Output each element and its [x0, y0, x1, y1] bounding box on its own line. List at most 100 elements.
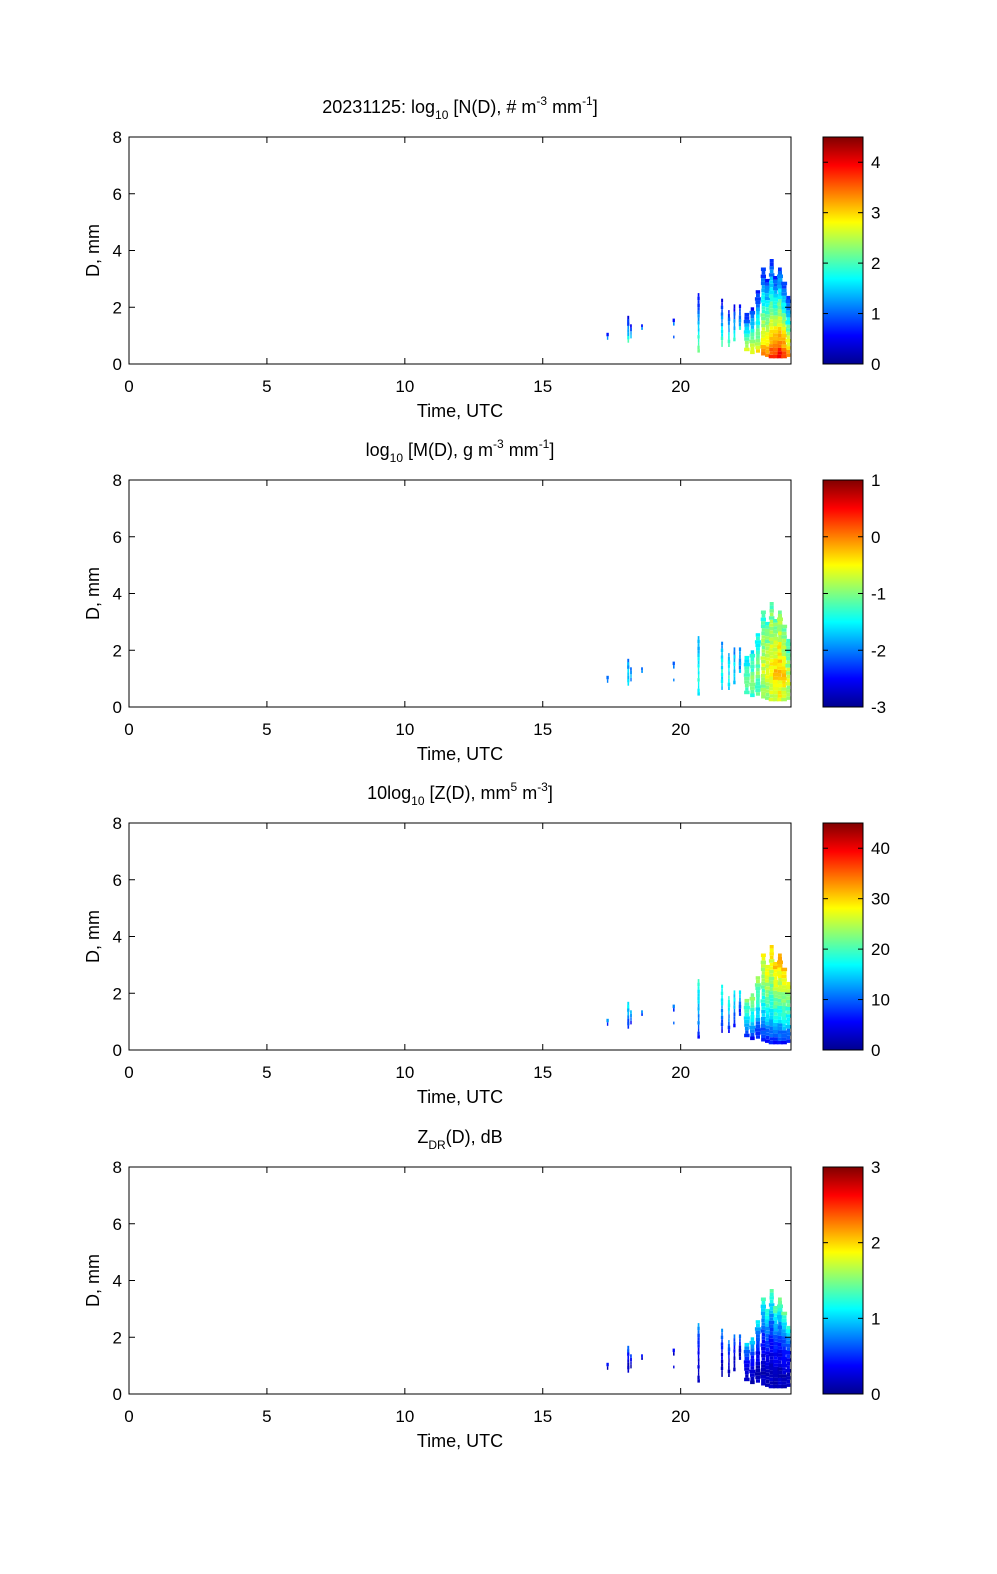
heatmap-cell: [786, 1358, 791, 1362]
heatmap-cell: [738, 647, 742, 651]
heatmap-cell: [728, 1340, 730, 1344]
heatmap-cell: [754, 983, 761, 987]
heatmap-cell: [777, 690, 783, 695]
heatmap-cell: [761, 1318, 766, 1323]
heatmap-cell: [627, 332, 630, 336]
heatmap-cell: [786, 1039, 791, 1043]
heatmap-cell: [750, 1376, 755, 1381]
heatmap-cell: [777, 295, 783, 299]
heatmap-cell: [721, 1019, 724, 1023]
heatmap-cell: [744, 1012, 750, 1017]
heatmap-cell: [769, 1001, 774, 1006]
heatmap-cell: [778, 642, 782, 646]
heatmap-cell: [781, 1013, 787, 1017]
heatmap-cell: [721, 1356, 723, 1360]
colorbar: 0 10 20 30 40: [822, 822, 890, 1060]
heatmap-cell: [786, 660, 790, 664]
heatmap-cell: [760, 960, 766, 965]
heatmap-cell: [769, 1342, 774, 1346]
heatmap-cell: [728, 343, 730, 347]
heatmap-cell: [782, 1325, 787, 1330]
heatmap-cell: [786, 353, 791, 357]
heatmap-cell: [743, 1349, 750, 1354]
heatmap-cell: [697, 685, 700, 689]
heatmap-cell: [773, 965, 779, 970]
heatmap-cell: [761, 957, 766, 961]
heatmap-cell: [768, 959, 775, 963]
colorbar-tick-label: -1: [871, 585, 886, 604]
heatmap-cell: [721, 1363, 724, 1367]
heatmap-cell: [761, 614, 766, 618]
heatmap-cell: [786, 674, 790, 679]
heatmap-cell: [769, 1331, 774, 1336]
heatmap-cell: [720, 998, 724, 1002]
heatmap-cell: [777, 337, 783, 341]
heatmap-cell: [773, 351, 779, 355]
heatmap-cell: [786, 685, 790, 690]
heatmap-cell: [745, 687, 749, 691]
heatmap-cell: [773, 1316, 779, 1321]
heatmap-cell: [727, 313, 730, 318]
heatmap-cell: [697, 1340, 700, 1345]
heatmap-cell: [786, 303, 791, 307]
heatmap-cell: [760, 624, 766, 629]
heatmap-cell: [782, 1367, 786, 1371]
heatmap-cell: [721, 995, 723, 999]
heatmap-cell: [769, 644, 774, 649]
heatmap-cell: [786, 1032, 791, 1036]
heatmap-cell: [744, 690, 750, 695]
heatmap-cell: [777, 1384, 783, 1389]
heatmap-cell: [781, 974, 787, 979]
heatmap-cell: [765, 1007, 770, 1011]
heatmap-cell: [786, 335, 790, 339]
heatmap-cell: [697, 688, 700, 693]
heatmap-cell: [697, 349, 700, 353]
heatmap-cell: [760, 1023, 766, 1028]
heatmap-cell: [721, 1339, 723, 1343]
heatmap-cell: [750, 689, 755, 694]
heatmap-cell: [727, 1369, 731, 1374]
heatmap-cell: [756, 993, 760, 998]
heatmap-cell: [782, 316, 786, 320]
heatmap-cell: [760, 680, 766, 685]
y-axis-label: D, mm: [83, 1254, 103, 1307]
colorbar-tick-label: 2: [871, 1234, 880, 1253]
x-tick-label: 0: [124, 1407, 133, 1426]
colorbar-tick-label: 40: [871, 839, 890, 858]
heatmap-cell: [744, 683, 749, 688]
heatmap-cell: [765, 1028, 770, 1033]
heatmap-cell: [778, 292, 782, 296]
heatmap-cell: [745, 1374, 749, 1378]
heatmap-cell: [765, 1362, 770, 1366]
heatmap-cell: [697, 643, 700, 647]
title-part: ]: [593, 97, 598, 117]
heatmap-cell: [773, 1377, 779, 1382]
heatmap-cell: [697, 1021, 700, 1025]
heatmap-cell: [739, 311, 741, 316]
heatmap-cell: [764, 1319, 771, 1323]
heatmap-cell: [697, 1344, 700, 1348]
heatmap-cell: [627, 668, 630, 673]
heatmap-cell: [727, 317, 731, 322]
heatmap-cell: [749, 1340, 756, 1345]
heatmap-cell: [749, 339, 756, 344]
heatmap-cell: [781, 687, 787, 691]
heatmap-cell: [755, 338, 761, 343]
heatmap-cell: [697, 307, 700, 311]
heatmap-cell: [764, 1316, 771, 1320]
heatmap-cell: [782, 673, 787, 677]
heatmap-cell: [781, 1019, 787, 1024]
heatmap-cell: [750, 1018, 755, 1023]
heatmap-cell: [773, 293, 779, 298]
heatmap-cell: [755, 1361, 761, 1366]
heatmap-cell: [768, 294, 775, 298]
heatmap-cell: [761, 638, 766, 643]
heatmap-cell: [743, 662, 750, 667]
plot-area: [129, 480, 791, 707]
heatmap-cell: [756, 1334, 760, 1338]
heatmap-cell: [773, 1384, 779, 1389]
heatmap-cell: [773, 354, 779, 359]
heatmap-cell: [764, 296, 771, 301]
heatmap-cell: [765, 1372, 770, 1377]
y-tick-label: 6: [113, 1215, 122, 1234]
